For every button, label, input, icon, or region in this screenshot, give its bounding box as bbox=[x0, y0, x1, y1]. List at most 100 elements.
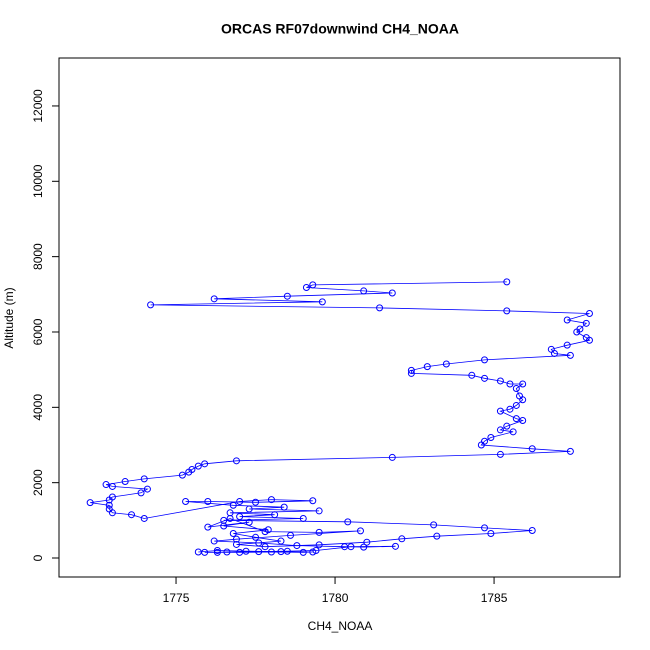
x-tick-label: 1785 bbox=[481, 591, 508, 605]
data-point bbox=[496, 426, 504, 434]
data-point bbox=[407, 369, 415, 377]
data-point bbox=[566, 447, 574, 455]
data-point bbox=[506, 405, 514, 413]
data-point bbox=[232, 540, 240, 548]
data-point bbox=[232, 457, 240, 465]
data-point bbox=[229, 501, 237, 509]
data-point bbox=[347, 543, 355, 551]
x-tick-label: 1780 bbox=[322, 591, 349, 605]
data-point bbox=[423, 363, 431, 371]
data-point bbox=[550, 349, 558, 357]
data-point bbox=[105, 501, 113, 509]
data-point bbox=[309, 497, 317, 505]
data-point bbox=[147, 301, 155, 309]
data-point bbox=[232, 535, 240, 543]
data-point bbox=[388, 453, 396, 461]
data-point bbox=[433, 532, 441, 540]
data-point bbox=[302, 284, 310, 292]
data-point bbox=[226, 514, 234, 522]
data-point bbox=[481, 356, 489, 364]
data-point bbox=[430, 521, 438, 529]
data-point bbox=[271, 511, 279, 519]
data-point bbox=[391, 542, 399, 550]
data-point bbox=[255, 539, 263, 547]
data-point bbox=[512, 415, 520, 423]
data-point bbox=[468, 371, 476, 379]
data-point bbox=[194, 462, 202, 470]
chart-title: ORCAS RF07downwind CH4_NOAA bbox=[221, 21, 459, 37]
data-point bbox=[140, 475, 148, 483]
data-point bbox=[528, 445, 536, 453]
data-point bbox=[528, 527, 536, 535]
data-point bbox=[178, 471, 186, 479]
data-point bbox=[315, 541, 323, 549]
data-point bbox=[566, 351, 574, 359]
data-point bbox=[585, 310, 593, 318]
data-point bbox=[182, 498, 190, 506]
data-point bbox=[312, 546, 320, 554]
data-point bbox=[223, 548, 231, 556]
data-point bbox=[519, 417, 527, 425]
y-tick-label: 4000 bbox=[31, 394, 45, 421]
data-point bbox=[137, 489, 145, 497]
data-point bbox=[220, 522, 228, 530]
data-point bbox=[185, 468, 193, 476]
data-point bbox=[315, 528, 323, 536]
y-tick-label: 6000 bbox=[31, 318, 45, 345]
data-point bbox=[108, 509, 116, 517]
data-point bbox=[252, 498, 260, 506]
data-point bbox=[204, 523, 212, 531]
data-point bbox=[194, 548, 202, 556]
data-point bbox=[512, 401, 520, 409]
data-point bbox=[509, 428, 517, 436]
y-tick-label: 8000 bbox=[31, 243, 45, 270]
data-point bbox=[487, 530, 495, 538]
data-point bbox=[236, 513, 244, 521]
y-axis-label: Altitude (m) bbox=[2, 287, 16, 348]
data-point bbox=[121, 478, 129, 486]
data-point bbox=[86, 499, 94, 507]
data-point bbox=[287, 531, 295, 539]
data-point bbox=[442, 360, 450, 368]
data-point bbox=[140, 514, 148, 522]
data-point bbox=[477, 441, 485, 449]
data-point bbox=[280, 503, 288, 511]
data-point bbox=[503, 307, 511, 315]
data-point bbox=[245, 518, 253, 526]
data-point bbox=[213, 546, 221, 554]
data-point bbox=[503, 278, 511, 286]
data-point bbox=[315, 507, 323, 515]
data-point bbox=[204, 498, 212, 506]
data-point bbox=[267, 548, 275, 556]
data-point bbox=[398, 535, 406, 543]
data-point bbox=[309, 548, 317, 556]
data-point bbox=[267, 496, 275, 504]
data-point bbox=[261, 528, 269, 536]
data-point bbox=[128, 511, 136, 519]
data-point bbox=[277, 537, 285, 545]
data-point bbox=[360, 287, 368, 295]
y-tick-label: 2000 bbox=[31, 469, 45, 496]
data-point bbox=[496, 450, 504, 458]
data-point bbox=[299, 514, 307, 522]
data-point bbox=[481, 374, 489, 382]
data-line bbox=[90, 281, 591, 553]
data-point bbox=[519, 380, 527, 388]
data-point bbox=[210, 537, 218, 545]
data-point bbox=[563, 341, 571, 349]
data-point bbox=[563, 316, 571, 324]
data-point bbox=[236, 548, 244, 556]
data-point bbox=[506, 380, 514, 388]
data-point bbox=[105, 496, 113, 504]
data-point bbox=[407, 366, 415, 374]
data-point bbox=[503, 422, 511, 430]
data-point bbox=[376, 304, 384, 312]
data-point bbox=[363, 538, 371, 546]
y-tick-label: 12000 bbox=[31, 89, 45, 123]
data-point bbox=[245, 505, 253, 513]
data-point bbox=[388, 289, 396, 297]
data-point bbox=[108, 482, 116, 490]
y-tick-label: 10000 bbox=[31, 164, 45, 198]
